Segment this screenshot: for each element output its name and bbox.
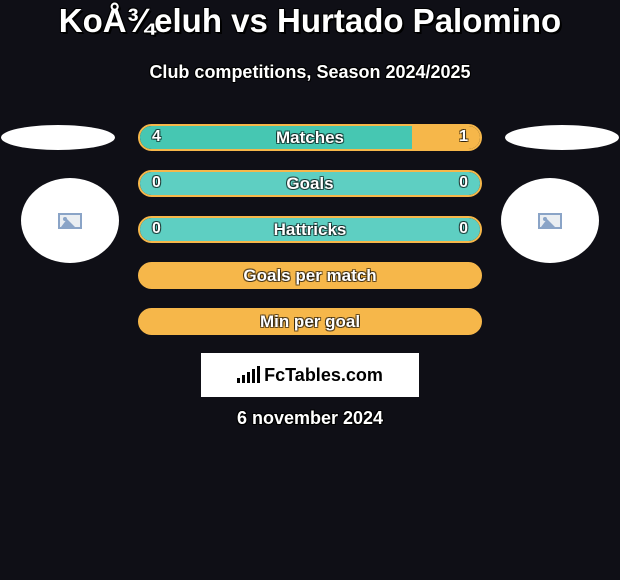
decor-ellipse-left xyxy=(1,125,115,150)
logo: FcTables.com xyxy=(237,365,383,386)
date: 6 november 2024 xyxy=(0,408,620,429)
bar-segment-right xyxy=(412,126,480,149)
stat-bars: Matches41 Goals00 Hattricks00 Goals per mat… xyxy=(138,124,482,354)
bar-segment-left xyxy=(140,218,480,241)
player-photo-left xyxy=(21,178,119,263)
logo-text: FcTables.com xyxy=(264,365,383,386)
decor-ellipse-right xyxy=(505,125,619,150)
comparison-infographic: KoÅ¾eluh vs Hurtado Palomino Club compet… xyxy=(0,0,620,580)
stat-bar: Min per goal xyxy=(138,308,482,335)
stat-bar-label: Goals per match xyxy=(140,266,480,286)
stat-bar: Goals00 xyxy=(138,170,482,197)
player-photo-right xyxy=(501,178,599,263)
page-title: KoÅ¾eluh vs Hurtado Palomino xyxy=(0,2,620,40)
stat-bar-label: Min per goal xyxy=(140,312,480,332)
stat-bar: Hattricks00 xyxy=(138,216,482,243)
logo-bars-icon xyxy=(237,367,260,383)
subtitle: Club competitions, Season 2024/2025 xyxy=(0,62,620,83)
stat-bar: Matches41 xyxy=(138,124,482,151)
stat-bar: Goals per match xyxy=(138,262,482,289)
image-placeholder-icon xyxy=(58,213,82,229)
logo-box: FcTables.com xyxy=(201,353,419,397)
bar-segment-left xyxy=(140,172,480,195)
image-placeholder-icon xyxy=(538,213,562,229)
bar-segment-left xyxy=(140,126,412,149)
